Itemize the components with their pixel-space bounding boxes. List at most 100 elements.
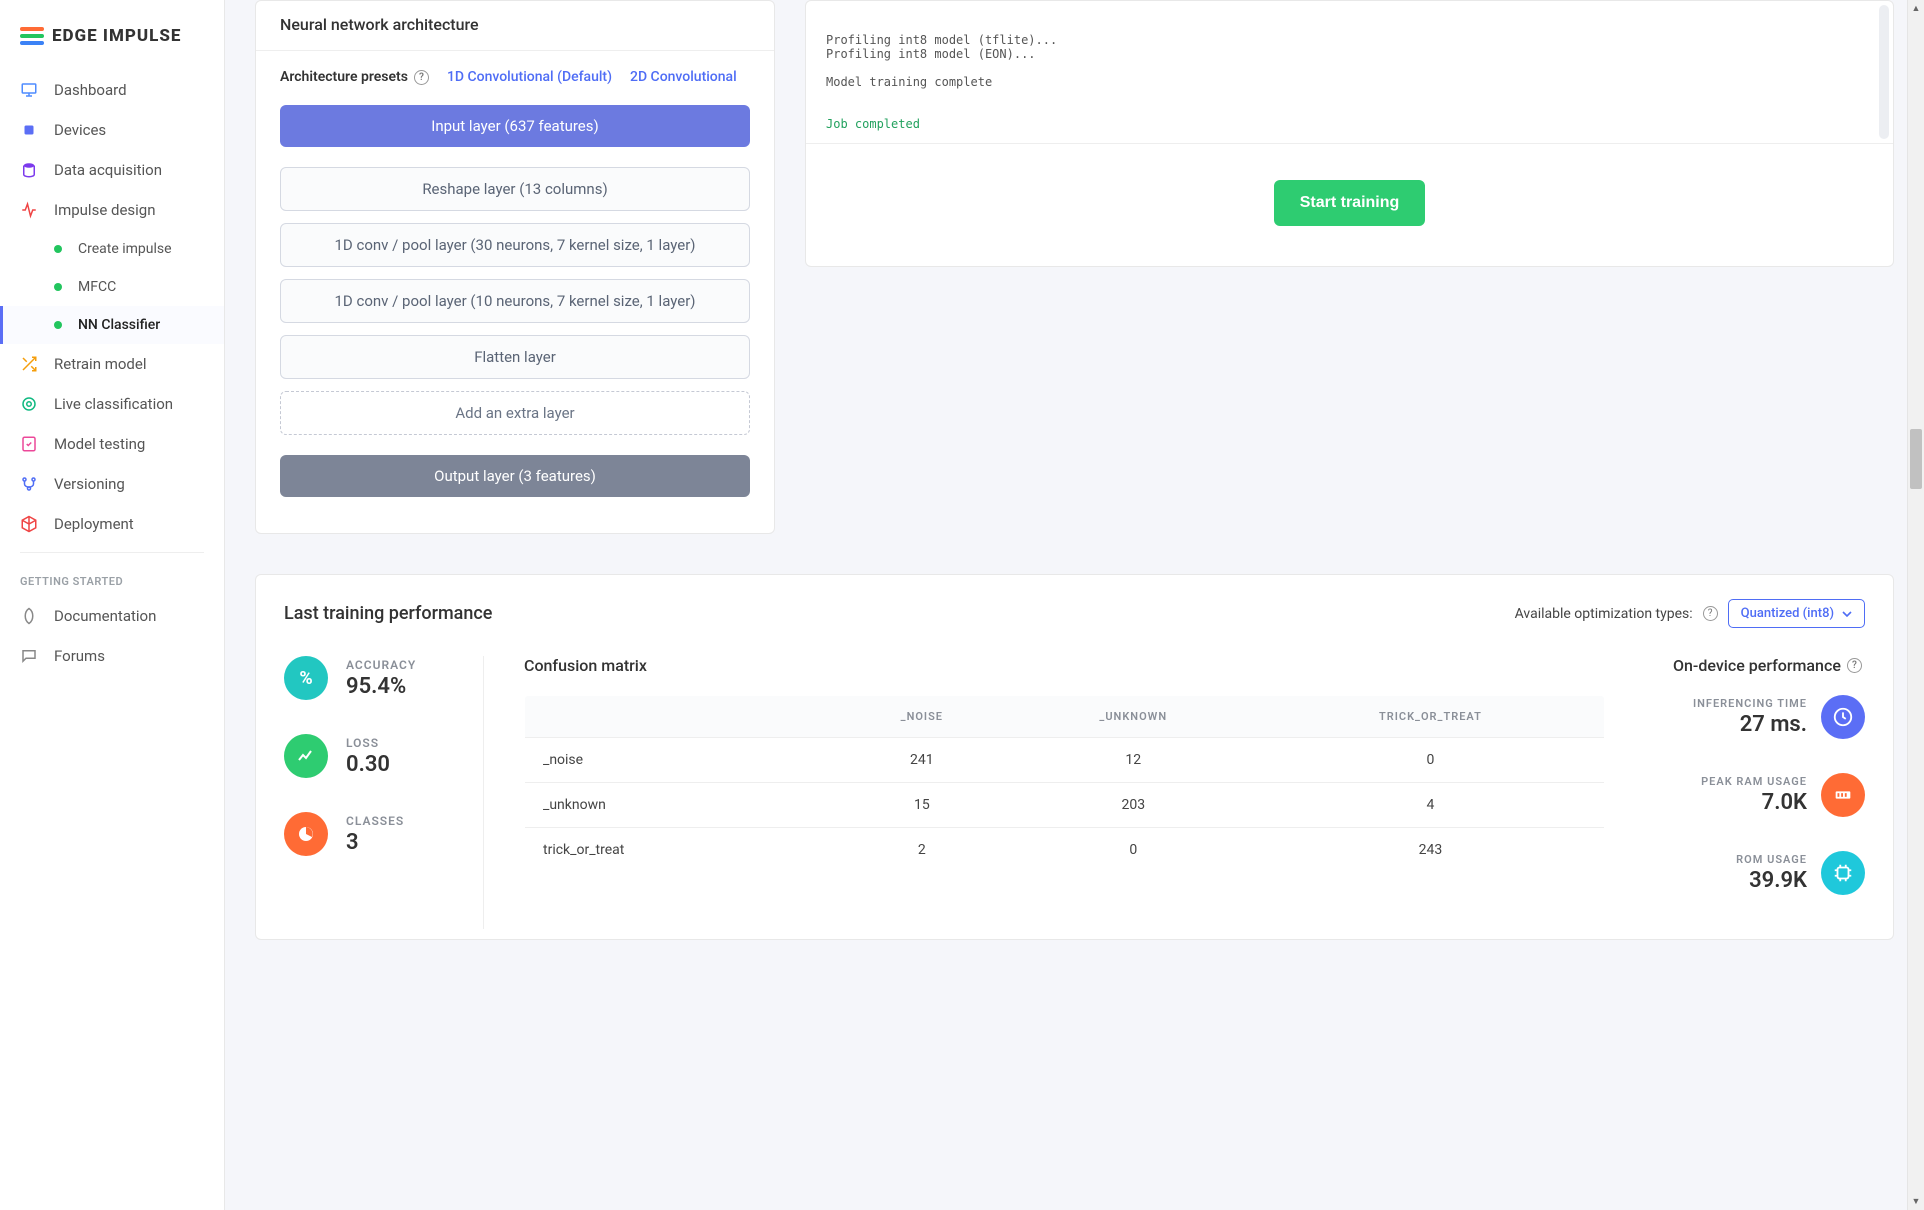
presets-row: Architecture presets ? 1D Convolutional … <box>280 69 750 85</box>
start-training-button[interactable]: Start training <box>1274 180 1426 226</box>
table-header: _UNKNOWN <box>1010 696 1257 738</box>
layer-2[interactable]: 1D conv / pool layer (10 neurons, 7 kern… <box>280 279 750 323</box>
layer-3[interactable]: Flatten layer <box>280 335 750 379</box>
monitor-icon <box>20 81 38 99</box>
ondevice-title: On-device performance ? <box>1673 656 1865 675</box>
metric-loss: LOSS 0.30 <box>284 734 463 778</box>
sidebar-item-devices[interactable]: Devices <box>0 110 224 150</box>
row-label: _unknown <box>525 783 834 828</box>
scroll-down-icon[interactable]: ▼ <box>1908 1193 1924 1210</box>
table-header: TRICK_OR_TREAT <box>1257 696 1605 738</box>
database-icon <box>20 161 38 179</box>
sidebar-item-model-testing[interactable]: Model testing <box>0 424 224 464</box>
training-log: Profiling int8 model (tflite)... Profili… <box>806 1 1893 144</box>
confusion-column: Confusion matrix _NOISE_UNKNOWNTRICK_OR_… <box>484 656 1645 929</box>
main-content: Neural network architecture Architecture… <box>225 0 1924 1210</box>
add-layer-button[interactable]: Add an extra layer <box>280 391 750 435</box>
sidebar-item-label: Deployment <box>54 515 134 533</box>
status-dot-icon <box>54 283 62 291</box>
logo-icon <box>20 27 44 45</box>
sidebar-item-label: Impulse design <box>54 201 156 219</box>
ondevice-label: PEAK RAM USAGE <box>1673 775 1807 788</box>
sidebar-item-label: Model testing <box>54 435 145 453</box>
table-row: _unknown152034 <box>525 783 1605 828</box>
metric-classes-value: 3 <box>346 830 404 855</box>
cell: 243 <box>1257 828 1605 873</box>
sidebar-item-dashboard[interactable]: Dashboard <box>0 70 224 110</box>
layer-0[interactable]: Reshape layer (13 columns) <box>280 167 750 211</box>
status-dot-icon <box>54 321 62 329</box>
shuffle-icon <box>20 355 38 373</box>
preset-2d[interactable]: 2D Convolutional <box>630 69 737 85</box>
chip-icon <box>1821 851 1865 895</box>
rocket-icon <box>20 607 38 625</box>
layer-1[interactable]: 1D conv / pool layer (30 neurons, 7 kern… <box>280 223 750 267</box>
log-success: Job completed <box>826 117 920 131</box>
output-layer[interactable]: Output layer (3 features) <box>280 455 750 497</box>
page-scrollbar[interactable]: ▲ ▼ <box>1907 0 1924 1210</box>
scroll-up-icon[interactable]: ▲ <box>1908 0 1924 17</box>
sidebar-item-forums[interactable]: Forums <box>0 636 224 676</box>
sidebar-item-label: Forums <box>54 647 105 665</box>
presets-label: Architecture presets ? <box>280 69 429 85</box>
training-console-card: Profiling int8 model (tflite)... Profili… <box>805 0 1894 267</box>
optimization-label: Available optimization types: <box>1515 606 1693 622</box>
sidebar-item-label: Data acquisition <box>54 161 162 179</box>
optimization-row: Available optimization types: ? Quantize… <box>1515 599 1865 628</box>
sidebar-item-versioning[interactable]: Versioning <box>0 464 224 504</box>
row-label: trick_or_treat <box>525 828 834 873</box>
sidebar-subitem-mfcc[interactable]: MFCC <box>0 268 224 306</box>
sidebar-item-live-classification[interactable]: Live classification <box>0 384 224 424</box>
logo[interactable]: EDGE IMPULSE <box>0 10 224 70</box>
cell: 203 <box>1010 783 1257 828</box>
performance-card: Last training performance Available opti… <box>255 574 1894 940</box>
help-icon[interactable]: ? <box>1703 606 1718 621</box>
sidebar-item-data-acquisition[interactable]: Data acquisition <box>0 150 224 190</box>
console-scrollbar[interactable] <box>1879 5 1889 139</box>
cell: 4 <box>1257 783 1605 828</box>
sidebar-item-retrain-model[interactable]: Retrain model <box>0 344 224 384</box>
cell: 2 <box>834 828 1010 873</box>
brand-name: EDGE IMPULSE <box>52 26 181 46</box>
sidebar-item-impulse-design[interactable]: Impulse design <box>0 190 224 230</box>
sidebar-item-label: Documentation <box>54 607 156 625</box>
input-layer[interactable]: Input layer (637 features) <box>280 105 750 147</box>
ondevice-value: 39.9K <box>1673 868 1807 893</box>
sidebar-item-label: Create impulse <box>78 241 172 257</box>
chevron-down-icon <box>1842 611 1852 617</box>
sidebar-item-documentation[interactable]: Documentation <box>0 596 224 636</box>
row-label: _noise <box>525 738 834 783</box>
table-row: _noise241120 <box>525 738 1605 783</box>
confusion-table: _NOISE_UNKNOWNTRICK_OR_TREAT _noise24112… <box>524 695 1605 873</box>
target-icon <box>20 395 38 413</box>
status-dot-icon <box>54 245 62 253</box>
ondevice-value: 7.0K <box>1673 790 1807 815</box>
sidebar-item-label: MFCC <box>78 279 116 295</box>
scrollbar-thumb[interactable] <box>1910 429 1922 489</box>
ondevice-metric: ROM USAGE39.9K <box>1673 851 1865 895</box>
sidebar-subitem-create-impulse[interactable]: Create impulse <box>0 230 224 268</box>
ondevice-title-text: On-device performance <box>1673 656 1841 675</box>
optimization-select[interactable]: Quantized (int8) <box>1728 599 1865 628</box>
help-icon[interactable]: ? <box>1847 658 1862 673</box>
clock-icon <box>1821 695 1865 739</box>
sidebar-item-deployment[interactable]: Deployment <box>0 504 224 544</box>
performance-title: Last training performance <box>284 603 492 624</box>
metric-loss-label: LOSS <box>346 736 390 750</box>
presets-label-text: Architecture presets <box>280 69 408 85</box>
ram-icon <box>1821 773 1865 817</box>
cell: 241 <box>834 738 1010 783</box>
cell: 15 <box>834 783 1010 828</box>
sidebar-item-label: Dashboard <box>54 81 127 99</box>
sidebar: EDGE IMPULSE Dashboard Devices Data acquis… <box>0 0 225 1210</box>
preset-1d[interactable]: 1D Convolutional (Default) <box>447 69 612 85</box>
ondevice-metric: INFERENCING TIME27 ms. <box>1673 695 1865 739</box>
help-icon[interactable]: ? <box>414 70 429 85</box>
architecture-card: Neural network architecture Architecture… <box>255 0 775 534</box>
percent-icon: % <box>284 656 328 700</box>
sidebar-subitem-nn-classifier[interactable]: NN Classifier <box>0 306 224 344</box>
table-header: _NOISE <box>834 696 1010 738</box>
sidebar-item-label: Versioning <box>54 475 125 493</box>
sidebar-item-label: NN Classifier <box>78 317 160 333</box>
metric-accuracy: % ACCURACY 95.4% <box>284 656 463 700</box>
